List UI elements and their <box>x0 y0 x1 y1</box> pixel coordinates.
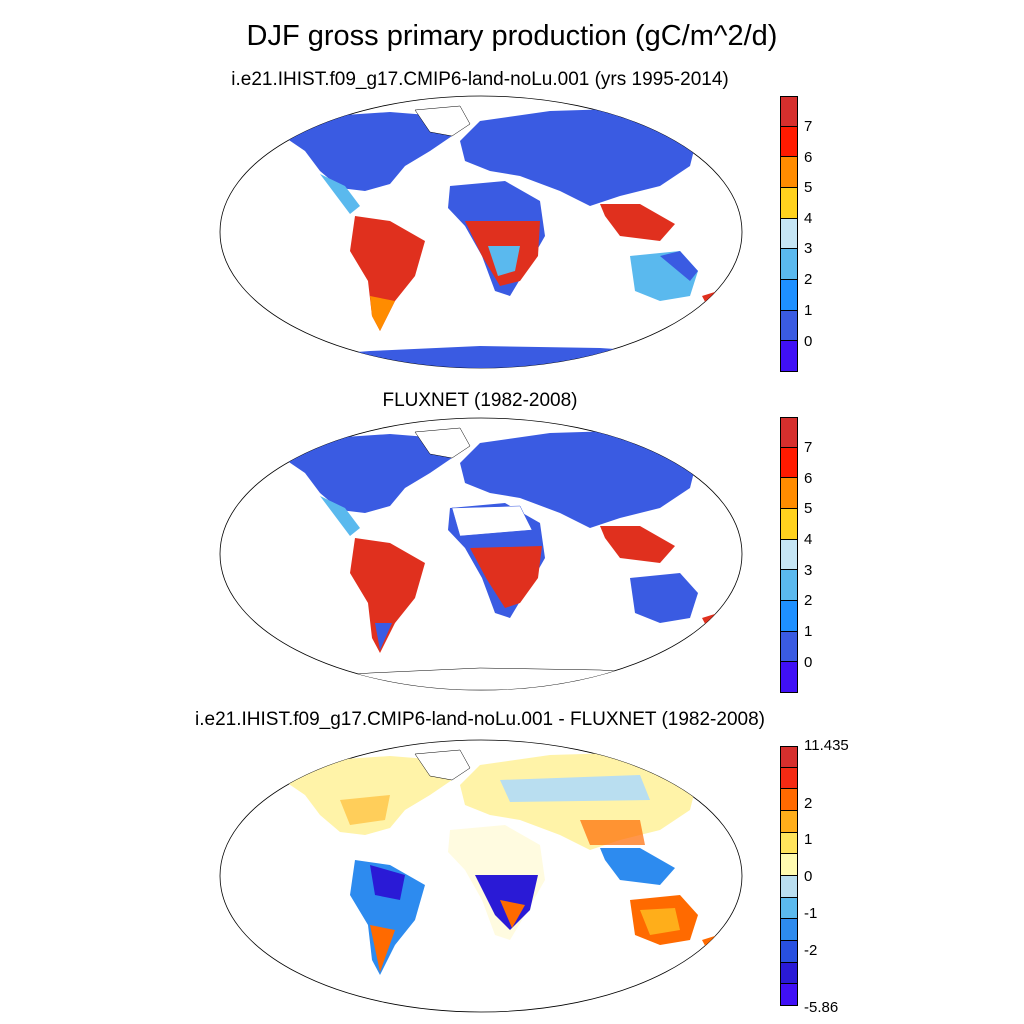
panel1-title: i.e21.IHIST.f09_g17.CMIP6-land-noLu.001 … <box>231 69 729 90</box>
colorbar-segment <box>780 279 798 311</box>
panel1-map <box>219 95 743 369</box>
colorbar-tick-label: -2 <box>804 942 818 959</box>
colorbar-tick-label: 7 <box>804 118 813 135</box>
antarctica-region <box>220 346 742 368</box>
colorbar-segment <box>780 919 798 941</box>
eurasia-region <box>460 108 700 206</box>
colorbar-segment <box>780 746 798 768</box>
colorbar-segment <box>780 810 798 833</box>
colorbar-segment <box>780 789 798 811</box>
colorbar-segment <box>780 984 798 1006</box>
colorbar-segment <box>780 940 798 963</box>
colorbar-segment <box>780 508 798 540</box>
south-america-region <box>350 538 425 653</box>
colorbar-segment <box>780 570 798 601</box>
australia-region <box>630 573 698 623</box>
colorbar-tick-label: -5.86 <box>804 999 839 1016</box>
panel3-map <box>219 739 743 1013</box>
colorbar-segment <box>780 447 798 479</box>
colorbar-segment <box>780 126 798 158</box>
colorbar-segment <box>780 897 798 920</box>
panel3-colorbar <box>780 746 798 1006</box>
southeast-asia-region <box>600 526 675 563</box>
colorbar-segment <box>780 600 798 632</box>
colorbar-tick-label: 1 <box>804 302 813 319</box>
colorbar-segment <box>780 539 798 571</box>
colorbar-tick-label: 2 <box>804 592 813 609</box>
colorbar-tick-label: 7 <box>804 439 813 456</box>
colorbar-tick-label: 6 <box>804 470 813 487</box>
southeast-asia-region <box>600 204 675 241</box>
panel2-map <box>219 417 743 691</box>
colorbar-tick-label: 1 <box>804 623 813 640</box>
panel3-title: i.e21.IHIST.f09_g17.CMIP6-land-noLu.001 … <box>195 709 765 730</box>
colorbar-tick-label: 4 <box>804 210 813 227</box>
colorbar-tick-label: 0 <box>804 654 813 671</box>
colorbar-segment <box>780 310 798 342</box>
colorbar-tick-label: 0 <box>804 868 813 885</box>
colorbar-segment <box>780 187 798 219</box>
colorbar-tick-label: 0 <box>804 333 813 350</box>
eurasia-region <box>460 430 700 528</box>
colorbar-tick-label: 2 <box>804 271 813 288</box>
colorbar-segment <box>780 417 798 448</box>
greenland-region <box>414 105 471 137</box>
north-america-region <box>280 434 452 513</box>
central-america-region <box>320 174 360 214</box>
main-title: DJF gross primary production (gC/m^2/d) <box>246 20 778 52</box>
colorbar-segment <box>780 478 798 509</box>
colorbar-segment <box>780 341 798 372</box>
sahara-missing-region <box>451 505 533 537</box>
colorbar-tick-label: 11.435 <box>804 737 849 754</box>
colorbar-segment <box>780 157 798 188</box>
panel1-colorbar <box>780 96 798 372</box>
antarctica-region <box>220 667 742 690</box>
south-america-region <box>350 216 425 331</box>
colorbar-tick-label: 5 <box>804 179 813 196</box>
colorbar-tick-label: 5 <box>804 500 813 517</box>
colorbar-segment <box>780 96 798 127</box>
colorbar-segment <box>780 662 798 693</box>
southeast-asia-region <box>600 848 675 885</box>
colorbar-tick-label: 3 <box>804 562 813 579</box>
colorbar-tick-label: 3 <box>804 240 813 257</box>
north-america-region <box>280 112 452 191</box>
colorbar-tick-label: -1 <box>804 905 818 922</box>
south-america-region <box>350 860 425 975</box>
colorbar-segment <box>780 249 798 280</box>
colorbar-tick-label: 6 <box>804 149 813 166</box>
colorbar-tick-label: 4 <box>804 531 813 548</box>
north-america-region <box>280 756 452 835</box>
panel2-colorbar <box>780 417 798 693</box>
colorbar-tick-label: 2 <box>804 795 813 812</box>
colorbar-segment <box>780 631 798 663</box>
colorbar-segment <box>780 832 798 855</box>
colorbar-segment <box>780 854 798 876</box>
colorbar-segment <box>780 218 798 250</box>
colorbar-tick-label: 1 <box>804 831 813 848</box>
colorbar-segment <box>780 767 798 790</box>
colorbar-segment <box>780 962 798 985</box>
panel2-title: FLUXNET (1982-2008) <box>382 390 578 411</box>
colorbar-segment <box>780 875 798 898</box>
